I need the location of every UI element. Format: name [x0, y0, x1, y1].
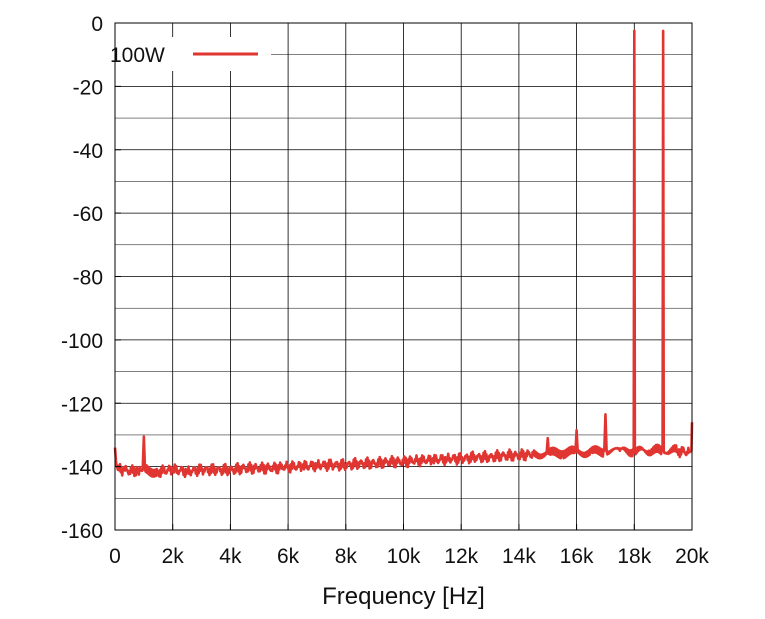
- x-axis-ticks: 0 2k 4k 6k 8k 10k 12k 14k 16k 18k 20k: [109, 524, 709, 568]
- series-line-100w: [113, 29, 694, 479]
- x-tick-label: 12k: [444, 545, 478, 568]
- x-tick-label: 16k: [560, 545, 594, 568]
- y-tick-label: -100: [61, 330, 103, 353]
- x-tick-label: 4k: [219, 545, 242, 568]
- y-axis-ticks: 0 -20 -40 -60 -80 -100 -120 -140 -160: [61, 13, 121, 543]
- legend: 100W: [110, 37, 271, 71]
- x-tick-label: 8k: [335, 545, 358, 568]
- y-tick-label: -80: [73, 267, 103, 290]
- y-tick-label: -140: [61, 457, 103, 480]
- y-tick-label: 0: [91, 13, 103, 36]
- y-tick-label: -160: [61, 520, 103, 543]
- x-axis-title: Frequency [Hz]: [322, 583, 485, 610]
- x-tick-label: 14k: [502, 545, 536, 568]
- y-tick-label: -120: [61, 393, 103, 416]
- series-layer: [113, 29, 694, 479]
- x-tick-label: 20k: [675, 545, 709, 568]
- legend-label-100w: 100W: [110, 44, 165, 67]
- x-tick-label: 6k: [277, 545, 300, 568]
- grid-lines: [114, 22, 693, 531]
- x-tick-label: 18k: [617, 545, 651, 568]
- x-tick-label: 10k: [387, 545, 421, 568]
- y-tick-label: -20: [73, 76, 103, 99]
- x-tick-label: 0: [109, 545, 121, 568]
- y-tick-label: -60: [73, 203, 103, 226]
- x-tick-label: 2k: [162, 545, 185, 568]
- y-tick-label: -40: [73, 140, 103, 163]
